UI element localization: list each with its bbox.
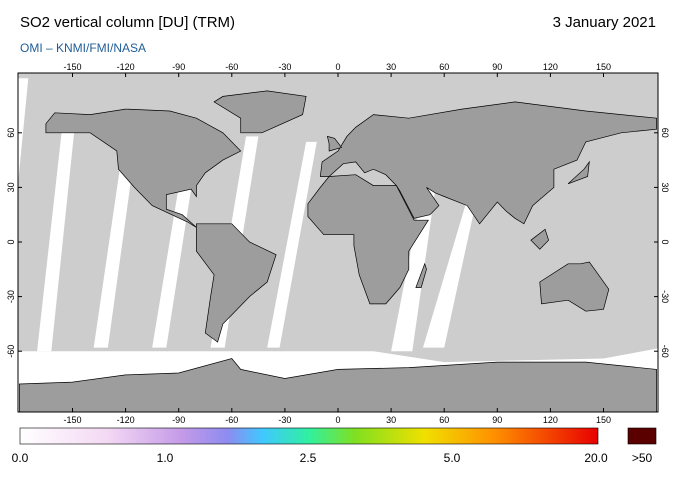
colorbar-overflow-label: >50: [632, 451, 653, 465]
africa: [307, 174, 429, 305]
lon-tick-label: 30: [386, 62, 396, 72]
lon-tick-label: 0: [335, 62, 340, 72]
australia: [539, 261, 610, 312]
lon-tick-label: -30: [278, 62, 291, 72]
title: SO2 vertical column [DU] (TRM): [20, 14, 235, 31]
map: [18, 73, 658, 412]
lon-tick-label: -120: [117, 62, 135, 72]
south-america: [196, 223, 277, 343]
lon-tick-label: -120: [117, 415, 135, 425]
north-america: [45, 108, 242, 228]
lon-tick-label: 60: [439, 415, 449, 425]
lon-tick-label: 90: [492, 62, 502, 72]
lat-tick-label: 0: [6, 239, 16, 244]
colorbar-overflow: [627, 427, 657, 445]
colorbar-label: 20.0: [584, 451, 608, 465]
lat-tick-label: 30: [6, 182, 16, 192]
lon-tick-label: 120: [543, 415, 558, 425]
japan: [567, 160, 590, 185]
lat-tick-label: -60: [660, 345, 670, 358]
lon-tick-label: -60: [225, 415, 238, 425]
lon-tick-label: -60: [225, 62, 238, 72]
lon-tick-label: 150: [596, 62, 611, 72]
lat-tick-label: -30: [660, 290, 670, 303]
data-gap: [423, 169, 484, 348]
date: 3 January 2021: [553, 14, 656, 31]
lon-tick-label: 0: [335, 415, 340, 425]
lat-tick-label: 30: [660, 182, 670, 192]
lon-tick-label: 90: [492, 415, 502, 425]
lon-tick-label: 60: [439, 62, 449, 72]
lon-tick-label: -150: [63, 62, 81, 72]
colorbar-label: 1.0: [157, 451, 174, 465]
lat-tick-label: -30: [6, 290, 16, 303]
data-gap: [93, 129, 138, 348]
colorbar-label: 0.0: [12, 451, 29, 465]
eurasia: [319, 101, 657, 225]
lat-tick-label: 60: [6, 128, 16, 138]
lon-tick-label: -90: [172, 415, 185, 425]
lon-tick-label: -30: [278, 415, 291, 425]
lon-tick-label: 120: [543, 62, 558, 72]
lon-tick-label: 30: [386, 415, 396, 425]
colorbar: [19, 427, 599, 445]
data-gap: [267, 141, 317, 348]
subtitle: OMI – KNMI/FMI/NASA: [20, 41, 146, 55]
colorbar-label: 2.5: [300, 451, 317, 465]
lat-tick-label: 60: [660, 128, 670, 138]
madagascar: [415, 262, 427, 288]
borneo: [530, 228, 549, 250]
antarctica: [19, 358, 657, 412]
lat-tick-label: -60: [6, 345, 16, 358]
lon-tick-label: -150: [63, 415, 81, 425]
lon-tick-label: -90: [172, 62, 185, 72]
colorbar-label: 5.0: [444, 451, 461, 465]
lon-tick-label: 150: [596, 415, 611, 425]
lat-tick-label: 0: [660, 239, 670, 244]
uk: [326, 135, 343, 152]
greenland: [213, 90, 307, 134]
data-gap: [37, 114, 76, 352]
data-gap: [18, 78, 29, 184]
